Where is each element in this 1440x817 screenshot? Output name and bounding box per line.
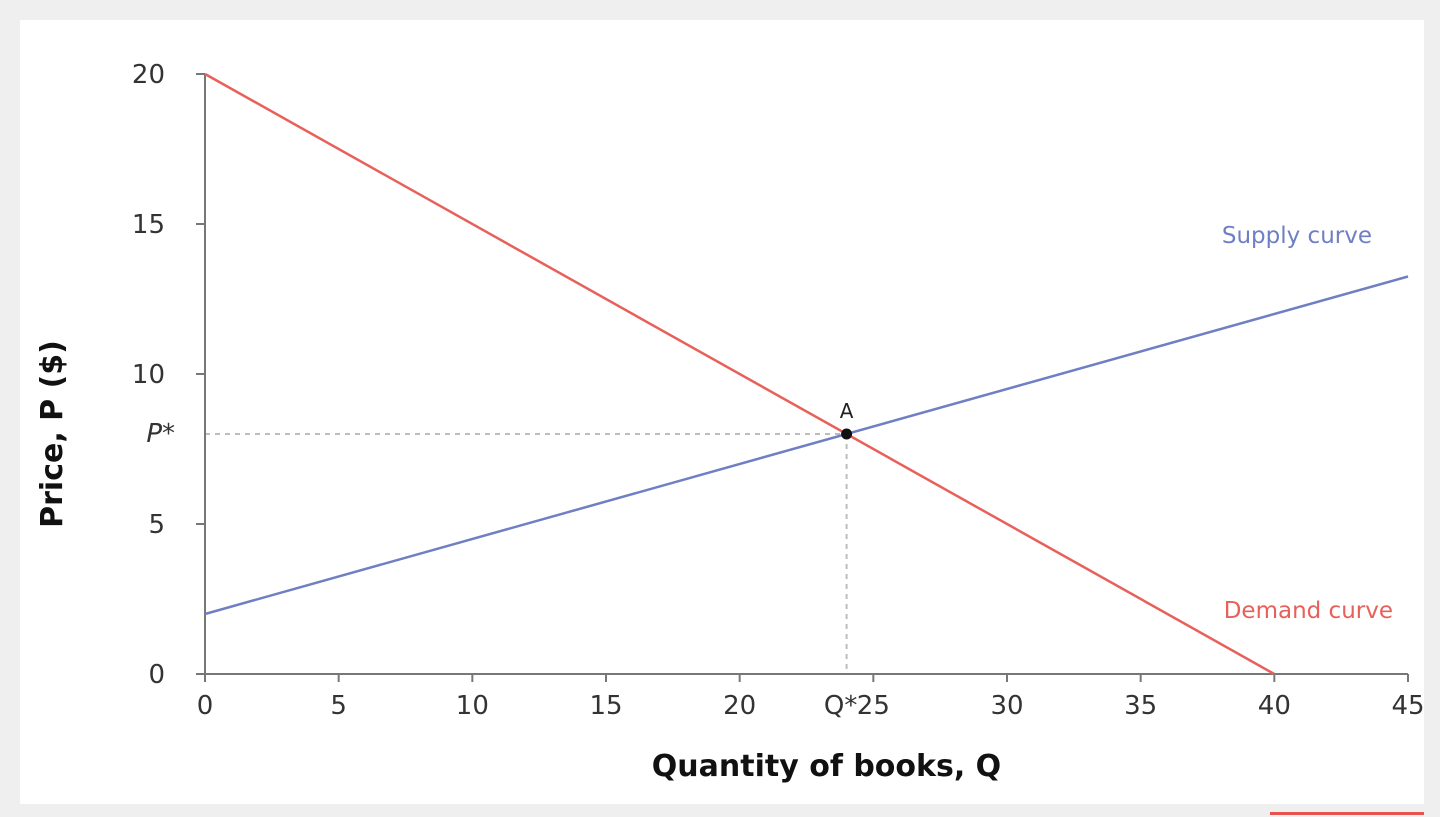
x-tick-label: 15	[589, 691, 622, 721]
q-star-label: Q*	[824, 691, 857, 721]
y-tick-label: 20	[132, 60, 165, 90]
x-tick-label: 10	[456, 691, 489, 721]
demand-curve-line	[204, 72, 1275, 676]
y-tick-label: 5	[148, 510, 165, 540]
x-tick-label: 40	[1258, 691, 1291, 721]
y-tick-label: 0	[148, 660, 165, 690]
y-tick-label: 15	[132, 210, 165, 240]
x-tick-label: 0	[197, 691, 214, 721]
equilibrium-label: A	[840, 399, 854, 423]
x-axis-title: Quantity of books, Q	[652, 749, 1001, 784]
x-tick-label: 30	[990, 691, 1023, 721]
y-tick-label: 10	[132, 360, 165, 390]
x-tick-label: 35	[1124, 691, 1157, 721]
x-tick-label: 25	[857, 691, 890, 721]
bottom-accent-bar	[1270, 812, 1424, 815]
supply-curve-line	[204, 275, 1409, 616]
x-tick-label: 45	[1391, 691, 1424, 721]
x-tick-label: 5	[330, 691, 347, 721]
equilibrium-point	[841, 428, 853, 440]
y-axis-title: Price, P ($)	[35, 340, 70, 528]
supply-curve-label: Supply curve	[1222, 223, 1372, 249]
x-tick-label: 20	[723, 691, 756, 721]
demand-curve-label: Demand curve	[1224, 598, 1393, 624]
p-star-label: P*	[146, 419, 175, 449]
